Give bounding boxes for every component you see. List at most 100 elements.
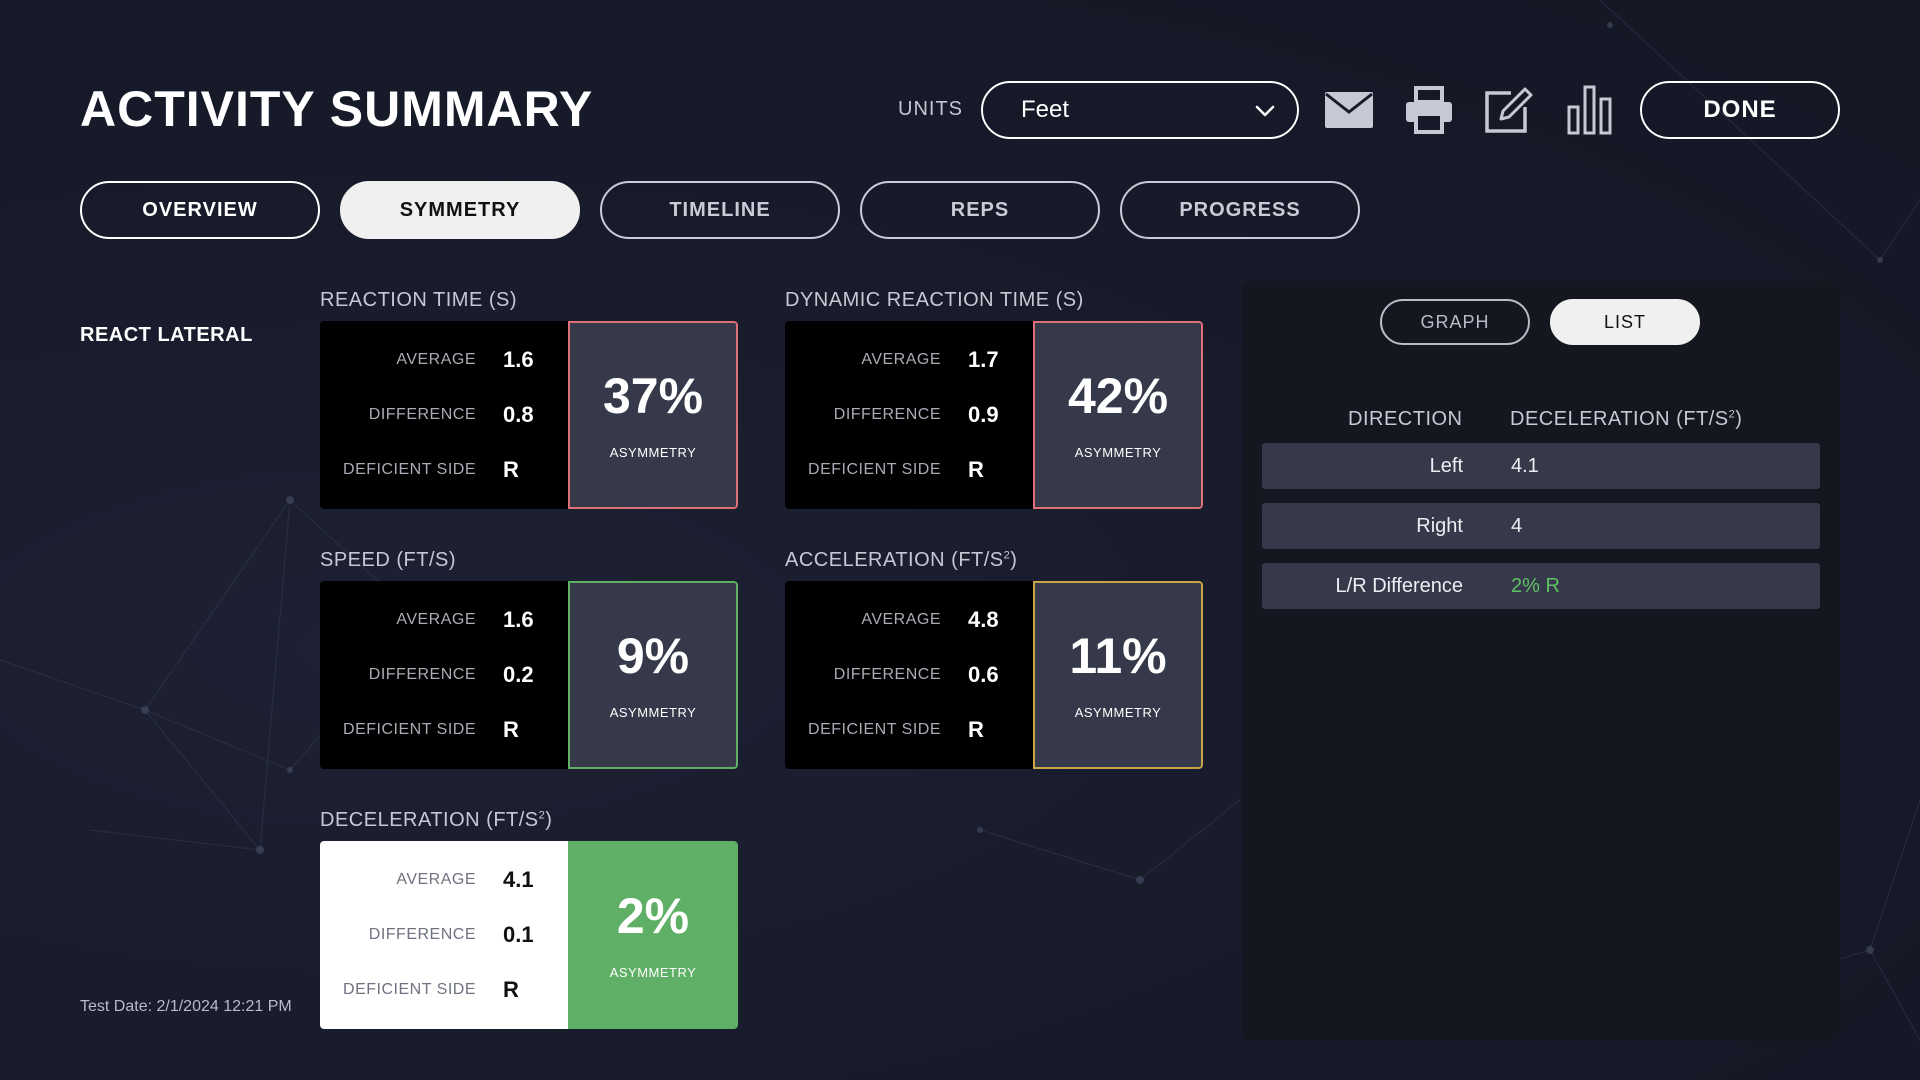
difference-value: 0.1 xyxy=(503,921,534,947)
stat-label: AVERAGE xyxy=(861,351,941,369)
asymmetry-label: ASYMMETRY xyxy=(1074,444,1162,460)
deficient-side-value: R xyxy=(503,716,519,742)
stat-row-average: AVERAGE 1.6 xyxy=(320,607,568,633)
deficient-side-value: R xyxy=(503,456,519,482)
stat-row-deficient-side: DEFICIENT SIDE R xyxy=(320,457,568,483)
list-view-button[interactable]: LIST xyxy=(1550,299,1700,345)
row-value: 2% R xyxy=(1511,575,1560,597)
metric-card: AVERAGE 4.1 DIFFERENCE 0.1 DEFICIENT SIDE R 2%… xyxy=(320,841,738,1029)
tab-overview[interactable]: OVERVIEW xyxy=(80,181,320,239)
stats-block: AVERAGE 1.6 DIFFERENCE 0.2 DEFICIENT SIDE R xyxy=(320,581,568,769)
detail-panel: GRAPH LIST DIRECTION DECELERATION (FT/S2… xyxy=(1242,281,1840,1041)
average-value: 1.6 xyxy=(503,347,534,373)
metric-card: AVERAGE 4.8 DIFFERENCE 0.6 DEFICIENT SIDE R 11… xyxy=(785,581,1203,769)
stat-label: DIFFERENCE xyxy=(368,925,476,943)
stat-label: AVERAGE xyxy=(396,351,476,369)
average-value: 4.1 xyxy=(503,867,534,893)
stat-row-average: AVERAGE 1.6 xyxy=(320,347,568,373)
stat-label: DEFICIENT SIDE xyxy=(808,460,941,478)
asymmetry-label: ASYMMETRY xyxy=(609,704,697,720)
stat-row-deficient-side: DEFICIENT SIDE R xyxy=(320,717,568,743)
stat-row-difference: DIFFERENCE 0.2 xyxy=(320,662,568,688)
metric-card: AVERAGE 1.6 DIFFERENCE 0.8 DEFICIENT SIDE R 37… xyxy=(320,321,738,509)
stat-label: DEFICIENT SIDE xyxy=(808,720,941,738)
stat-label: DIFFERENCE xyxy=(833,665,941,683)
stat-row-deficient-side: DEFICIENT SIDE R xyxy=(785,717,1033,743)
stat-row-deficient-side: DEFICIENT SIDE R xyxy=(785,457,1033,483)
stat-label: DEFICIENT SIDE xyxy=(343,460,476,478)
asymmetry-box: 42% ASYMMETRY xyxy=(1033,321,1203,509)
stats-block: AVERAGE 4.8 DIFFERENCE 0.6 DEFICIENT SIDE R xyxy=(785,581,1033,769)
mail-icon[interactable] xyxy=(1321,82,1377,138)
stat-label: AVERAGE xyxy=(396,611,476,629)
edit-icon[interactable] xyxy=(1480,82,1536,138)
test-date: Test Date: 2/1/2024 12:21 PM xyxy=(80,998,292,1015)
difference-value: 0.2 xyxy=(503,661,534,687)
stat-row-difference: DIFFERENCE 0.1 xyxy=(320,922,568,948)
stat-row-difference: DIFFERENCE 0.6 xyxy=(785,662,1033,688)
stat-row-average: AVERAGE 4.1 xyxy=(320,867,568,893)
row-value: 4 xyxy=(1511,515,1523,537)
tab-reps[interactable]: REPS xyxy=(860,181,1100,239)
stat-row-difference: DIFFERENCE 0.8 xyxy=(320,402,568,428)
bar-chart-icon[interactable] xyxy=(1562,82,1618,138)
stat-label: DEFICIENT SIDE xyxy=(343,720,476,738)
asymmetry-percent: 9% xyxy=(616,627,690,684)
asymmetry-percent: 42% xyxy=(1067,367,1169,424)
metric-acceleration: ACCELERATION (FT/S2) AVERAGE 4.8 DIFFERENCE… xyxy=(785,549,1203,769)
asymmetry-label: ASYMMETRY xyxy=(1074,704,1162,720)
asymmetry-box: 2% ASYMMETRY xyxy=(568,841,738,1029)
units-label: UNITS xyxy=(898,98,963,120)
table-row: Right 4 xyxy=(1262,503,1820,549)
asymmetry-label: ASYMMETRY xyxy=(609,964,697,980)
stat-row-average: AVERAGE 4.8 xyxy=(785,607,1033,633)
stats-block: AVERAGE 4.1 DIFFERENCE 0.1 DEFICIENT SIDE R xyxy=(320,841,568,1029)
units-selected-value: Feet xyxy=(1021,96,1070,123)
metric-title: REACTION TIME (S) xyxy=(320,289,518,311)
metric-title: SPEED (FT/S) xyxy=(320,549,457,571)
stat-row-average: AVERAGE 1.7 xyxy=(785,347,1033,373)
stat-row-difference: DIFFERENCE 0.9 xyxy=(785,402,1033,428)
metric-title: DECELERATION (FT/S2) xyxy=(320,809,553,831)
metric-dynamic-reaction-time: DYNAMIC REACTION TIME (S) AVERAGE 1.7 DIFFE… xyxy=(785,289,1203,509)
graph-view-button[interactable]: GRAPH xyxy=(1380,299,1530,345)
average-value: 1.6 xyxy=(503,607,534,633)
done-button[interactable]: DONE xyxy=(1640,81,1840,139)
units-select[interactable]: Feet xyxy=(981,81,1299,139)
asymmetry-box: 9% ASYMMETRY xyxy=(568,581,738,769)
stat-row-deficient-side: DEFICIENT SIDE R xyxy=(320,977,568,1003)
stat-label: AVERAGE xyxy=(396,871,476,889)
chevron-down-icon xyxy=(1253,99,1277,130)
row-value: 4.1 xyxy=(1511,455,1539,477)
metric-title: ACCELERATION (FT/S2) xyxy=(785,549,1018,571)
average-value: 4.8 xyxy=(968,607,999,633)
column-header-direction: DIRECTION xyxy=(1348,408,1463,430)
table-row: Left 4.1 xyxy=(1262,443,1820,489)
column-header-deceleration: DECELERATION (FT/S2) xyxy=(1510,408,1743,430)
asymmetry-label: ASYMMETRY xyxy=(609,444,697,460)
print-icon[interactable] xyxy=(1401,82,1457,138)
table-row: L/R Difference 2% R xyxy=(1262,563,1820,609)
stat-label: AVERAGE xyxy=(861,611,941,629)
tab-timeline[interactable]: TIMELINE xyxy=(600,181,840,239)
deficient-side-value: R xyxy=(503,976,519,1002)
difference-value: 0.9 xyxy=(968,401,999,427)
row-direction: L/R Difference xyxy=(1335,575,1463,597)
stat-label: DIFFERENCE xyxy=(368,665,476,683)
asymmetry-percent: 2% xyxy=(616,887,690,944)
activity-name: REACT LATERAL xyxy=(80,324,253,346)
row-direction: Right xyxy=(1416,515,1463,537)
asymmetry-percent: 11% xyxy=(1069,627,1167,684)
metric-deceleration: DECELERATION (FT/S2) AVERAGE 4.1 DIFFERENCE… xyxy=(320,809,738,1029)
deficient-side-value: R xyxy=(968,456,984,482)
tab-progress[interactable]: PROGRESS xyxy=(1120,181,1360,239)
metric-title: DYNAMIC REACTION TIME (S) xyxy=(785,289,1084,311)
page-title: ACTIVITY SUMMARY xyxy=(80,81,594,137)
asymmetry-percent: 37% xyxy=(602,367,704,424)
stat-label: DIFFERENCE xyxy=(368,405,476,423)
tab-symmetry[interactable]: SYMMETRY xyxy=(340,181,580,239)
metric-card: AVERAGE 1.7 DIFFERENCE 0.9 DEFICIENT SIDE R 42… xyxy=(785,321,1203,509)
stat-label: DEFICIENT SIDE xyxy=(343,980,476,998)
stat-label: DIFFERENCE xyxy=(833,405,941,423)
asymmetry-box: 11% ASYMMETRY xyxy=(1033,581,1203,769)
